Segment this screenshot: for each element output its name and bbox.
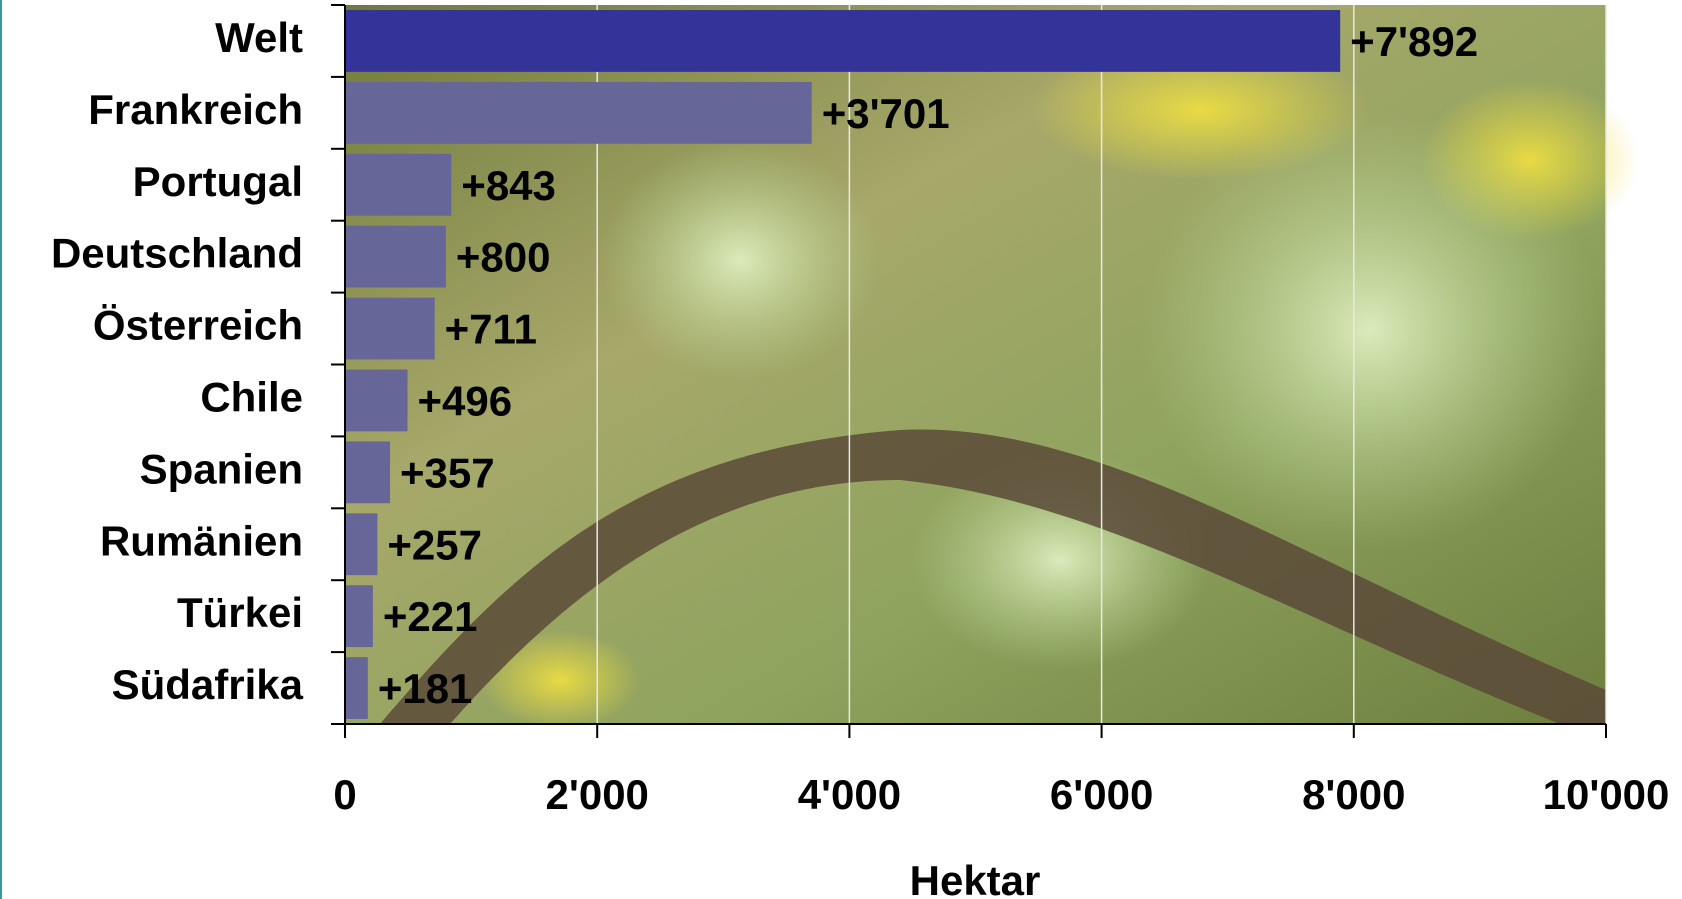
bar	[345, 513, 377, 575]
x-tick-label: 10'000	[1543, 771, 1670, 818]
y-tick-label: Frankreich	[88, 86, 303, 133]
bar	[345, 82, 812, 144]
x-tick-label: 6'000	[1050, 771, 1153, 818]
x-tick-label: 4'000	[798, 771, 901, 818]
value-label: +3'701	[822, 90, 950, 137]
y-tick-label: Chile	[200, 374, 303, 421]
bar	[345, 657, 368, 719]
bar	[345, 441, 390, 503]
x-axis-label: Hektar	[910, 857, 1041, 899]
bar	[345, 298, 435, 360]
y-tick-label: Südafrika	[112, 661, 304, 708]
bar	[345, 154, 451, 216]
value-label: +843	[461, 162, 556, 209]
bar	[345, 370, 408, 432]
value-label: +496	[418, 378, 513, 425]
value-label: +357	[400, 449, 495, 496]
y-tick-label: Türkei	[177, 589, 303, 636]
value-label: +221	[383, 593, 478, 640]
value-label: +7'892	[1350, 18, 1478, 65]
value-label: +800	[456, 234, 551, 281]
value-label: +711	[445, 306, 537, 353]
x-tick-label: 2'000	[545, 771, 648, 818]
y-tick-label: Deutschland	[51, 230, 303, 277]
chart: Hektar 0 2'000 4'000 6'000 8'000 10'000 Welt +7…	[0, 0, 1682, 899]
x-tick-label: 8'000	[1302, 771, 1405, 818]
y-tick-label: Österreich	[93, 302, 303, 349]
x-tick-label: 0	[333, 771, 356, 818]
y-tick-label: Welt	[215, 14, 303, 61]
y-tick-label: Rumänien	[100, 517, 303, 564]
bar	[345, 226, 446, 288]
value-label: +181	[378, 665, 473, 712]
y-tick-label: Portugal	[133, 158, 303, 205]
bar	[345, 10, 1340, 72]
value-label: +257	[387, 521, 482, 568]
bar	[345, 585, 373, 647]
y-tick-label: Spanien	[140, 445, 303, 492]
